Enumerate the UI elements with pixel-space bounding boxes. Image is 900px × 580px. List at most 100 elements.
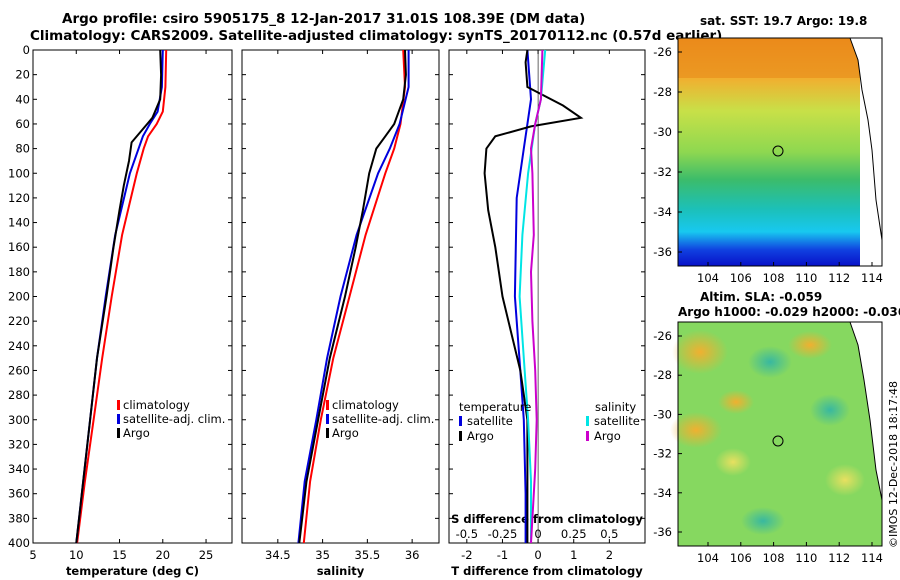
legend-swatch bbox=[326, 400, 329, 410]
x-tick-label: 0 bbox=[534, 548, 541, 562]
legend-swatch bbox=[586, 416, 589, 426]
legend-label: Argo bbox=[594, 429, 621, 443]
series-line-salinity-argo bbox=[529, 49, 544, 544]
panel-difference: -2 -1 0 1 2 T difference from climatology S di… bbox=[448, 49, 646, 578]
sst-map bbox=[677, 37, 883, 267]
legend-label: satellite-adj. clim. bbox=[123, 412, 225, 426]
y-tick-label: 100 bbox=[8, 166, 30, 180]
sla-lon-label: 114 bbox=[861, 551, 883, 565]
sst-lat-label: -30 bbox=[653, 125, 672, 139]
argo-location-marker bbox=[772, 145, 784, 157]
figure-title-line2: Climatology: CARS2009. Satellite-adjuste… bbox=[30, 28, 723, 44]
sst-lat-label: -32 bbox=[653, 165, 672, 179]
legend-swatch bbox=[117, 428, 120, 438]
legend-title-salinity: salinity bbox=[595, 400, 636, 414]
legend-label: satellite bbox=[467, 414, 513, 428]
sla-lon-label: 106 bbox=[730, 551, 752, 565]
y-tick-label: 20 bbox=[15, 68, 30, 82]
y-tick-label: 400 bbox=[8, 536, 30, 550]
x-tick-label: 15 bbox=[112, 548, 127, 562]
series-line-argo bbox=[298, 49, 407, 544]
x-axis-label: T difference from climatology bbox=[451, 564, 643, 578]
figure-title-line1: Argo profile: csiro 5905175_8 12-Jan-201… bbox=[62, 11, 586, 27]
sst-lon-label: 114 bbox=[861, 271, 883, 285]
x-tick-label: -2 bbox=[461, 548, 472, 562]
x-tick-label: 10 bbox=[69, 548, 84, 562]
sla-lat-label: -32 bbox=[653, 447, 672, 461]
sst-lat-label: -28 bbox=[653, 85, 672, 99]
legend-swatch bbox=[586, 431, 589, 441]
x-tick-label: 36 bbox=[405, 548, 420, 562]
y-tick-label: 180 bbox=[8, 265, 30, 279]
legend-label: climatology bbox=[123, 398, 190, 412]
y-tick-label: 380 bbox=[8, 511, 30, 525]
salinity-axis-label: S difference from climatology bbox=[451, 512, 643, 526]
y-tick-label: 60 bbox=[15, 117, 30, 131]
legend-swatch bbox=[459, 416, 462, 426]
sst-lon-label: 104 bbox=[697, 271, 719, 285]
y-tick-label: 80 bbox=[15, 142, 30, 156]
y-tick-label: 240 bbox=[8, 339, 30, 353]
legend-label: satellite-adj. clim. bbox=[332, 412, 434, 426]
sla-lon-label: 104 bbox=[697, 551, 719, 565]
legend-title-temperature: temperature bbox=[459, 400, 531, 414]
sla-lat-label: -28 bbox=[653, 368, 672, 382]
series-line-temperature-satellite bbox=[513, 49, 533, 543]
sla-lat-label: -30 bbox=[653, 407, 672, 421]
x-axis-label: salinity bbox=[317, 564, 365, 578]
x-axis-label: temperature (deg C) bbox=[66, 564, 199, 578]
salinity-tick-label: 0.5 bbox=[600, 527, 618, 541]
sst-map-title: sat. SST: 19.7 Argo: 19.8 bbox=[700, 14, 868, 28]
legend-label: climatology bbox=[332, 398, 399, 412]
series-line-satellite-adj-clim- bbox=[297, 50, 410, 544]
x-tick-label: 1 bbox=[570, 548, 577, 562]
sla-lat-label: -26 bbox=[653, 329, 672, 343]
y-tick-label: 140 bbox=[8, 216, 30, 230]
argo-location-marker-sla bbox=[772, 435, 784, 447]
y-tick-label: 0 bbox=[23, 43, 30, 57]
y-tick-label: 40 bbox=[15, 92, 30, 106]
series-line-climatology bbox=[76, 49, 168, 544]
x-tick-label: 34.5 bbox=[265, 548, 291, 562]
y-tick-label: 260 bbox=[8, 363, 30, 377]
plot-frame bbox=[32, 49, 233, 544]
panel-salinity: 34.5 35 35.5 36 salinity climatologysatellite… bbox=[241, 49, 440, 578]
legend-swatch bbox=[326, 428, 329, 438]
y-tick-label: 340 bbox=[8, 462, 30, 476]
legend-label: satellite bbox=[594, 414, 640, 428]
legend-swatch bbox=[326, 414, 329, 424]
sla-lon-label: 112 bbox=[828, 551, 850, 565]
x-tick-label: 20 bbox=[155, 548, 170, 562]
sst-lon-label: 110 bbox=[795, 271, 817, 285]
y-tick-label: 320 bbox=[8, 437, 30, 451]
panel-temperature: 0 20 40 60 80 100 120 140 160 180 200 220 240 260 280 3… bbox=[8, 43, 233, 578]
sla-lon-label: 108 bbox=[763, 551, 785, 565]
sst-lat-label: -36 bbox=[653, 245, 672, 259]
y-tick-label: 120 bbox=[8, 191, 30, 205]
salinity-tick-label: 0.25 bbox=[561, 527, 587, 541]
x-tick-label: 35.5 bbox=[355, 548, 381, 562]
y-tick-label: 220 bbox=[8, 314, 30, 328]
salinity-tick-label: -0.5 bbox=[456, 527, 478, 541]
x-tick-label: 2 bbox=[606, 548, 613, 562]
sla-lat-label: -34 bbox=[653, 486, 672, 500]
legend-label: Argo bbox=[332, 426, 359, 440]
sst-lon-label: 112 bbox=[828, 271, 850, 285]
sst-lon-label: 106 bbox=[730, 271, 752, 285]
legend-swatch bbox=[117, 400, 120, 410]
y-tick-label: 280 bbox=[8, 388, 30, 402]
y-tick-label: 300 bbox=[8, 413, 30, 427]
legend-swatch bbox=[459, 431, 462, 441]
y-tick-label: 200 bbox=[8, 290, 30, 304]
sla-map-title-2: Argo h1000: -0.029 h2000: -0.036 bbox=[678, 305, 900, 319]
sla-map-title-1: Altim. SLA: -0.059 bbox=[700, 290, 823, 304]
x-tick-label: 35 bbox=[315, 548, 330, 562]
x-tick-label: -1 bbox=[497, 548, 508, 562]
series-line-argo bbox=[75, 49, 163, 544]
sla-map bbox=[670, 321, 883, 547]
y-tick-label: 360 bbox=[8, 487, 30, 501]
legend-label: Argo bbox=[123, 426, 150, 440]
legend-label: Argo bbox=[467, 429, 494, 443]
sla-lon-label: 110 bbox=[795, 551, 817, 565]
